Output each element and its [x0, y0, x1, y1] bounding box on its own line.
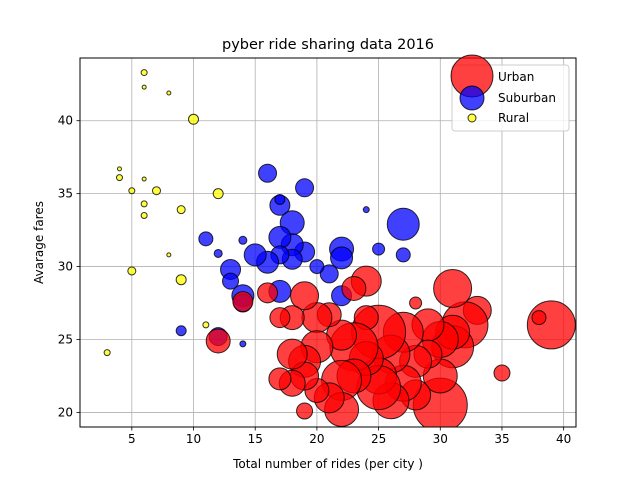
- rural-point: [141, 176, 147, 182]
- rural-point: [141, 84, 147, 90]
- urban-point: [526, 300, 576, 350]
- y-axis-label: Avarage fares: [32, 201, 46, 284]
- suburban-point: [319, 264, 339, 284]
- urban-point: [268, 367, 292, 391]
- suburban-point: [238, 235, 248, 245]
- suburban-point: [239, 340, 247, 348]
- y-tick-label: 25: [58, 332, 73, 346]
- x-tick-label: 15: [248, 432, 263, 446]
- legend-label-urban: Urban: [498, 70, 534, 84]
- rural-point: [128, 187, 136, 195]
- urban-point: [409, 296, 423, 310]
- rural-point: [151, 186, 161, 196]
- rural-point: [166, 90, 172, 96]
- x-tick-label: 25: [371, 432, 386, 446]
- y-tick-label: 40: [58, 114, 73, 128]
- urban-point: [232, 291, 254, 313]
- plot-frame: [79, 57, 577, 428]
- suburban-point: [222, 272, 240, 290]
- suburban-point: [362, 206, 370, 214]
- rural-point: [103, 349, 111, 357]
- x-tick-label: 10: [186, 432, 201, 446]
- rural-point: [176, 205, 186, 215]
- urban-point: [290, 281, 320, 311]
- x-axis-label: Total number of rides (per city ): [232, 457, 423, 471]
- legend-label-rural: Rural: [498, 111, 529, 125]
- suburban-point: [213, 248, 223, 258]
- chart-title: pyber ride sharing data 2016: [222, 37, 434, 53]
- urban-point: [493, 364, 511, 382]
- suburban-point: [309, 259, 325, 275]
- rural-point: [140, 212, 148, 220]
- suburban-point: [175, 325, 187, 337]
- urban-point: [276, 338, 308, 370]
- legend-label-suburban: Suburban: [498, 91, 556, 105]
- suburban-point: [258, 163, 278, 183]
- x-tick-label: 35: [494, 432, 509, 446]
- legend: Urban Suburban Rural: [450, 54, 570, 132]
- urban-point: [257, 282, 279, 304]
- y-tick-label: 30: [58, 260, 73, 274]
- series-rural: [103, 69, 224, 357]
- suburban-point: [330, 246, 354, 270]
- x-tick-label: 20: [309, 432, 324, 446]
- urban-point: [205, 328, 231, 354]
- rural-point: [116, 166, 122, 172]
- legend-marker-rural: [467, 113, 477, 123]
- x-tick-label: 40: [556, 432, 571, 446]
- rural-point: [140, 200, 148, 208]
- urban-point: [531, 310, 547, 326]
- urban-point: [433, 268, 473, 308]
- rural-point: [175, 274, 187, 286]
- legend-marker-suburban: [459, 85, 485, 111]
- rural-point: [140, 69, 148, 77]
- suburban-point: [372, 242, 386, 256]
- y-tick-label: 20: [58, 405, 73, 419]
- suburban-point: [386, 207, 420, 241]
- rural-point: [127, 266, 137, 276]
- suburban-point: [274, 193, 286, 205]
- suburban-point: [243, 243, 267, 267]
- suburban-point: [395, 247, 411, 263]
- urban-point: [341, 275, 367, 301]
- rural-point: [212, 188, 224, 200]
- suburban-point: [198, 231, 214, 247]
- suburban-point: [268, 225, 292, 249]
- rural-point: [202, 321, 210, 329]
- series-urban: [205, 265, 576, 427]
- x-tick-label: 5: [128, 432, 136, 446]
- data-points: [103, 69, 576, 427]
- urban-point: [296, 402, 314, 420]
- suburban-point: [295, 178, 315, 198]
- rural-point: [115, 174, 123, 182]
- axis-ticks: 5 10 15 20 25 30 35 40 20 25 30 35 40: [58, 114, 572, 446]
- rural-point: [188, 113, 200, 125]
- urban-point: [269, 307, 291, 329]
- y-tick-label: 35: [58, 187, 73, 201]
- rural-point: [166, 252, 172, 258]
- x-tick-label: 30: [433, 432, 448, 446]
